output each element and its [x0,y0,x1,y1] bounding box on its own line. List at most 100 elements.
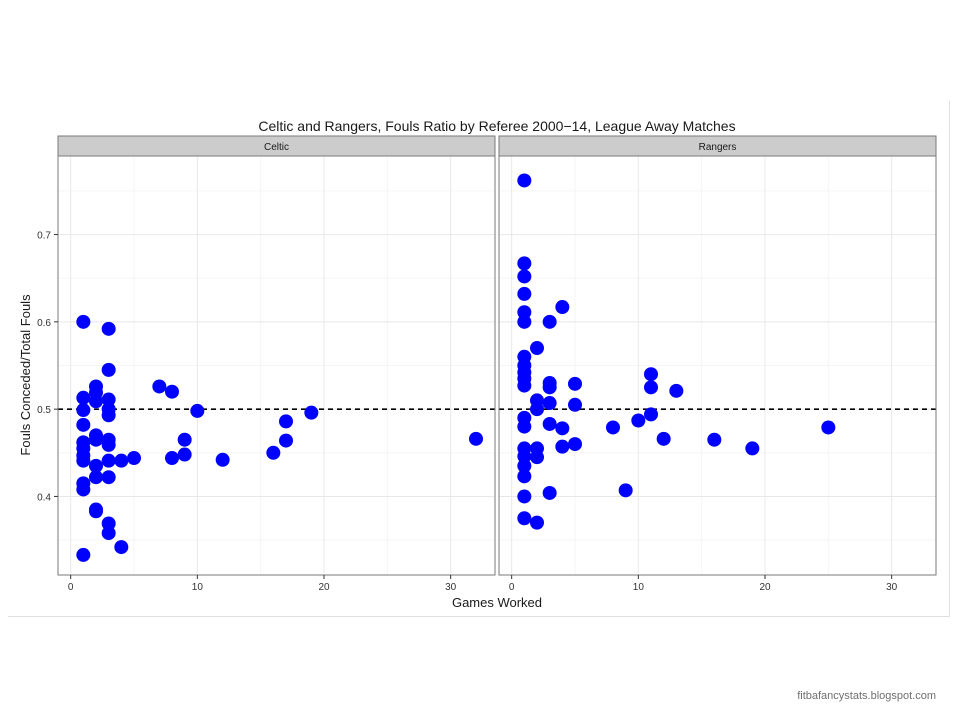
data-point-rangers [542,416,557,431]
data-point-rangers [517,256,532,271]
data-point-rangers [631,413,646,428]
data-point-celtic [76,314,91,329]
data-point-celtic [469,431,483,446]
data-point-rangers [517,173,532,188]
data-point-rangers [644,367,658,382]
data-point-celtic [89,458,103,473]
data-point-rangers [644,380,658,395]
data-point-celtic [101,392,116,407]
y-tick-label: 0.5 [37,405,51,416]
data-point-rangers [517,458,532,473]
panel-celtic: Celtic 0 10 20 30 0.4 0.5 0.6 0.7 [37,135,496,593]
data-point-rangers [745,441,760,456]
data-point-celtic [165,384,179,399]
data-point-rangers [530,341,544,356]
data-point-rangers [542,380,557,395]
data-point-celtic [76,417,91,432]
plot-frame [8,101,950,617]
facet-strip-label-celtic: Celtic [264,142,289,153]
data-point-rangers [555,300,570,315]
data-point-celtic [165,451,179,466]
data-point-rangers [821,420,836,435]
data-point-celtic [177,432,192,447]
data-point-rangers [530,402,544,417]
data-point-rangers [530,515,544,530]
data-point-rangers [517,269,532,284]
data-point-celtic [114,453,129,468]
data-point-celtic [76,403,91,418]
data-point-rangers [517,449,532,464]
data-point-celtic [101,437,116,452]
data-point-rangers [517,511,532,526]
data-point-rangers [656,431,671,446]
data-point-celtic [177,447,192,462]
data-point-celtic [304,405,319,420]
data-point-celtic [127,451,141,466]
data-point-celtic [152,379,167,394]
data-point-rangers [618,483,633,498]
data-point-rangers [542,485,557,500]
y-tick-label: 0.6 [37,318,51,329]
data-point-celtic [101,453,116,468]
data-point-celtic [89,504,103,519]
data-point-celtic [279,414,293,429]
data-point-rangers [542,314,557,329]
data-point-rangers [517,489,532,504]
data-point-rangers [568,397,582,412]
y-tick-label: 0.4 [37,492,51,503]
data-point-rangers [517,305,532,320]
data-point-celtic [89,432,103,447]
data-point-celtic [76,547,91,562]
data-point-rangers [517,314,532,329]
x-tick-label: 20 [759,582,771,593]
chart-title: Celtic and Rangers, Fouls Ratio by Refer… [258,118,735,134]
x-tick-label: 30 [445,582,457,593]
data-point-rangers [568,437,582,452]
x-axis-label: Games Worked [452,595,542,610]
y-tick-label: 0.7 [37,231,51,242]
data-point-rangers [606,420,620,435]
facet-panels: Celtic 0 10 20 30 0.4 0.5 0.6 0.7 Rangers 0 10 20 30 [37,135,937,593]
x-tick-label: 0 [509,582,515,593]
data-point-rangers [555,439,570,454]
data-point-celtic [101,516,116,531]
data-point-rangers [542,396,557,411]
data-point-celtic [266,445,281,460]
y-axis-label: Fouls Conceded/Total Fouls [18,294,33,456]
data-point-rangers [707,432,722,447]
data-point-rangers [530,450,544,465]
data-point-celtic [101,526,116,541]
data-point-rangers [517,469,532,484]
x-tick-label: 10 [192,582,204,593]
data-point-celtic [101,321,116,336]
panel-rangers: Rangers 0 10 20 30 [498,135,937,593]
data-point-celtic [279,433,293,448]
data-point-celtic [76,482,91,497]
data-point-rangers [517,286,532,301]
x-tick-label: 10 [633,582,645,593]
data-point-celtic [190,403,205,418]
data-point-rangers [555,421,570,436]
data-point-celtic [101,470,116,485]
data-point-rangers [517,378,532,393]
facet-strip-label-rangers: Rangers [699,142,737,153]
x-tick-label: 0 [68,582,74,593]
x-tick-label: 20 [318,582,330,593]
data-point-celtic [101,362,116,377]
x-tick-label: 30 [886,582,898,593]
data-point-celtic [89,394,103,409]
data-point-rangers [517,419,532,434]
data-point-rangers [568,376,582,391]
data-point-celtic [114,540,129,555]
data-point-celtic [76,453,91,468]
panel-border-celtic [57,155,496,576]
data-point-celtic [76,390,91,405]
data-point-celtic [101,408,116,423]
data-point-celtic [215,452,230,467]
data-point-rangers [644,407,658,422]
data-point-rangers [669,383,684,398]
site-credit: fitbafancystats.blogspot.com [797,690,936,702]
data-point-celtic [89,470,103,485]
panel-border-rangers [498,155,937,576]
